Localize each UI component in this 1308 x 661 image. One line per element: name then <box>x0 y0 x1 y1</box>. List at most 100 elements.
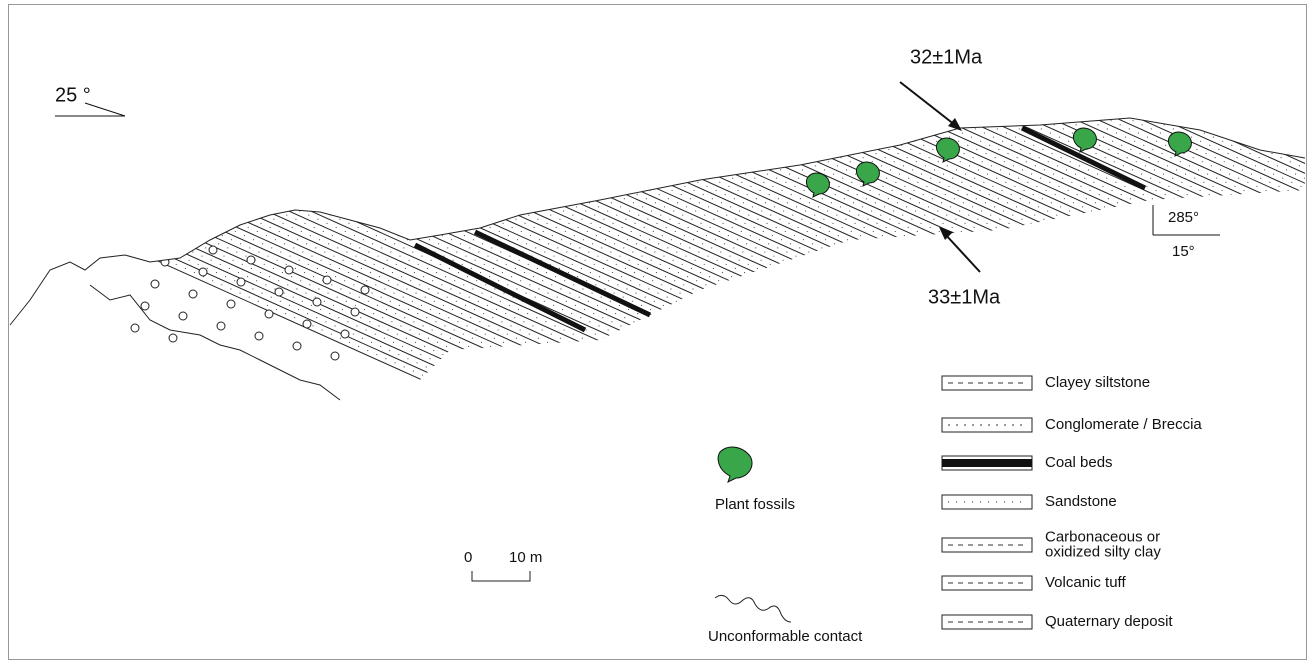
clast <box>275 288 283 296</box>
bedding-line <box>658 100 1308 460</box>
fossil <box>1168 132 1191 156</box>
bedding-line <box>0 100 600 460</box>
bedding-dots <box>0 100 765 460</box>
bedding-line <box>790 100 1308 460</box>
legend-swatch <box>942 418 1032 432</box>
clast <box>209 246 217 254</box>
bedding-line <box>0 100 798 460</box>
bedding-dots <box>31 100 831 460</box>
bedding-dots <box>141 100 941 460</box>
bedding-line <box>1230 100 1308 460</box>
bedding-line <box>1208 100 1308 460</box>
contact-symbol <box>715 595 791 622</box>
bedding-line <box>64 100 864 460</box>
clast <box>265 310 273 318</box>
frame <box>9 5 1307 660</box>
bedding-line <box>988 100 1308 460</box>
coal-beds <box>415 128 1145 330</box>
bedding-line <box>1054 100 1308 460</box>
clast <box>285 266 293 274</box>
bedding-line <box>1186 100 1308 460</box>
clast <box>331 352 339 360</box>
bedding-dots <box>779 100 1308 460</box>
clast <box>169 334 177 342</box>
clast <box>351 308 359 316</box>
clast <box>227 300 235 308</box>
bedding-dots <box>735 100 1308 460</box>
legend-coal <box>942 459 1032 467</box>
arrow-upper <box>900 82 955 125</box>
orientation-left: 25 ° <box>55 84 125 116</box>
clast <box>303 320 311 328</box>
bedding-line <box>900 100 1308 460</box>
bedding-dots <box>1087 100 1308 460</box>
bedding-dots <box>163 100 963 460</box>
bedding-dots <box>1109 100 1308 460</box>
bedding-line <box>1274 100 1308 460</box>
bedding-dots <box>1263 100 1308 460</box>
bedding-line <box>680 100 1308 460</box>
arrow-lower <box>945 234 980 272</box>
bedding-line <box>0 100 644 460</box>
clast <box>361 286 369 294</box>
bedding-dots <box>0 100 787 460</box>
bedding-dots <box>1197 100 1308 460</box>
bedding-dots <box>75 100 875 460</box>
age-lower: 33±1Ma <box>928 286 1001 308</box>
fossil-icons <box>806 128 1191 197</box>
bedding-line <box>42 100 842 460</box>
legend-swatch <box>942 495 1032 509</box>
strike: 285° <box>1168 209 1199 226</box>
clast <box>313 298 321 306</box>
clast <box>217 322 225 330</box>
strata <box>0 100 1308 460</box>
scale-bar: 0 10 m <box>464 549 542 581</box>
bedding-dots <box>537 100 1308 460</box>
clast <box>247 256 255 264</box>
bedding-line <box>966 100 1308 460</box>
bedding-line <box>108 100 908 460</box>
bedding-dots <box>1219 100 1308 460</box>
bedding-line <box>152 100 952 460</box>
legend-label: Sandstone <box>1045 493 1117 510</box>
clast <box>293 342 301 350</box>
bedding-line <box>636 100 1308 460</box>
bedding-dots <box>97 100 897 460</box>
unconformity <box>90 285 340 400</box>
dip: 15° <box>1172 243 1195 260</box>
clast <box>131 324 139 332</box>
fossil <box>806 173 829 197</box>
legend-label: oxidized silty clay <box>1045 543 1161 560</box>
bedding-dots <box>0 100 633 460</box>
plant-fossil-icon <box>718 447 752 482</box>
bedding-dots <box>53 100 853 460</box>
bedding-line <box>614 100 1308 460</box>
bedding-dots <box>1241 100 1308 460</box>
bedding-dots <box>0 100 721 460</box>
bedding-dots <box>977 100 1308 460</box>
bedding-line <box>526 100 1308 460</box>
clast <box>323 276 331 284</box>
bedding-dots <box>1065 100 1308 460</box>
clast <box>255 332 263 340</box>
bedding-line <box>1076 100 1308 460</box>
bedding-dots <box>669 100 1308 460</box>
bedding-dots <box>0 100 699 460</box>
fossil <box>936 138 959 162</box>
bedding-dots <box>757 100 1308 460</box>
bedding-dots <box>0 100 611 460</box>
legend-label: Volcanic tuff <box>1045 574 1126 591</box>
bedding-dots <box>801 100 1308 460</box>
bedding-line <box>768 100 1308 460</box>
bedding-dots <box>647 100 1308 460</box>
clast <box>341 330 349 338</box>
plant-fossils-label: Plant fossils <box>715 496 795 513</box>
fossil <box>1073 128 1096 152</box>
scale-start: 0 <box>464 549 472 566</box>
figure: 25 ° 32±1Ma 33±1Ma 285° 15° Plant fossil… <box>0 0 1308 661</box>
age-upper: 32±1Ma <box>910 46 983 68</box>
bedding-line <box>812 100 1308 460</box>
bedding-line <box>724 100 1308 460</box>
scale-end: 10 m <box>509 549 542 566</box>
